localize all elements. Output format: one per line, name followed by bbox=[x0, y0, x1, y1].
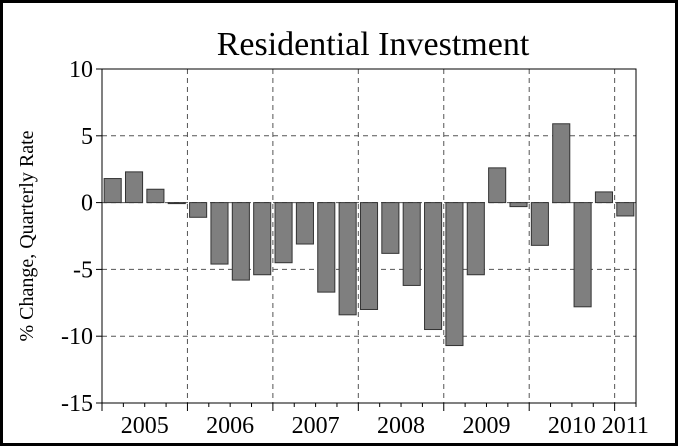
y-axis-label: % Change, Quarterly Rate bbox=[16, 130, 38, 341]
bar bbox=[359, 202, 379, 310]
bar bbox=[552, 123, 571, 204]
bar bbox=[103, 178, 122, 204]
y-tick-label: 10 bbox=[69, 57, 93, 83]
bar bbox=[488, 167, 507, 204]
bar bbox=[445, 202, 464, 347]
bar bbox=[573, 202, 592, 308]
bar bbox=[189, 202, 208, 218]
bar-chart: Residential Investment 10 5 0 -5 -10 -15 2005 2… bbox=[16, 26, 649, 439]
y-tick-label: 0 bbox=[81, 191, 93, 217]
bar bbox=[424, 202, 443, 331]
bar bbox=[381, 202, 400, 254]
y-tick-label: -10 bbox=[61, 324, 93, 350]
x-tick-label: 2005 bbox=[121, 413, 169, 439]
plot-area-border bbox=[101, 68, 637, 404]
bar bbox=[231, 202, 250, 281]
y-tick-label: -5 bbox=[73, 257, 93, 283]
x-tick-label: 2011 bbox=[602, 413, 649, 439]
bar bbox=[124, 171, 144, 204]
x-tick-label: 2007 bbox=[292, 413, 340, 439]
bar bbox=[317, 202, 336, 293]
x-tick-label: 2009 bbox=[462, 413, 510, 439]
y-tick-label: -15 bbox=[61, 391, 93, 417]
bar bbox=[274, 202, 293, 264]
y-tick-label: 5 bbox=[81, 124, 93, 150]
bars bbox=[103, 123, 635, 347]
axis-ticks: 10 5 0 -5 -10 -15 2005 2006 2007 2008 2009 2010 2011 bbox=[61, 57, 649, 439]
bar bbox=[594, 191, 614, 204]
bar bbox=[295, 202, 314, 245]
x-tick-label: 2008 bbox=[377, 413, 425, 439]
bar bbox=[509, 202, 528, 208]
bar bbox=[146, 188, 165, 204]
x-tick-label: 2006 bbox=[206, 413, 254, 439]
bar bbox=[167, 202, 186, 205]
chart-title: Residential Investment bbox=[217, 26, 530, 63]
bar bbox=[530, 202, 549, 246]
bar bbox=[338, 202, 357, 316]
bar bbox=[616, 202, 635, 217]
bar bbox=[402, 202, 421, 286]
bar bbox=[253, 202, 272, 276]
x-tick-label: 2010 bbox=[548, 413, 596, 439]
bar bbox=[210, 202, 229, 265]
bar bbox=[466, 202, 485, 276]
